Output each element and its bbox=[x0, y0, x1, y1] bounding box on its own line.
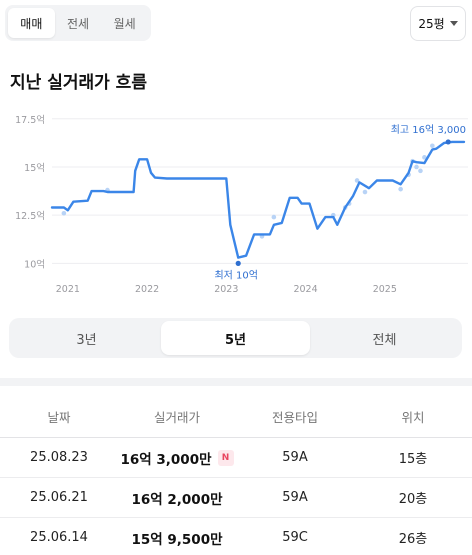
header-floor: 위치 bbox=[401, 410, 425, 425]
y-axis-ticks: 10억 12.5억 15억 17.5억 bbox=[15, 114, 45, 271]
new-badge: N bbox=[217, 449, 234, 466]
row-floor: 26층 bbox=[398, 532, 428, 547]
price-trend-chart: 10억 12.5억 15억 17.5억 2021 2022 2023 2024 2025 최저… bbox=[15, 114, 468, 295]
min-label: 최저 10억 bbox=[214, 269, 258, 281]
header-date: 날짜 bbox=[47, 410, 71, 425]
scatter-point bbox=[414, 164, 419, 170]
row-price-cell: 15억 9,500만 bbox=[118, 528, 236, 548]
row-price-cell: 16억 2,000만 bbox=[118, 488, 236, 508]
header-price: 실거래가 bbox=[153, 410, 200, 425]
row-type: 59C bbox=[282, 530, 308, 545]
row-date: 25.06.14 bbox=[30, 530, 88, 545]
row-date: 25.08.23 bbox=[30, 450, 88, 465]
row-price: 16억 2,000만 bbox=[131, 491, 223, 508]
deal-type-tabs: 매매 전세 월세 bbox=[5, 5, 151, 41]
scatter-point bbox=[430, 143, 435, 149]
x-tick-label: 2023 bbox=[214, 284, 238, 295]
row-type: 59A bbox=[282, 450, 308, 465]
max-marker bbox=[445, 139, 451, 145]
x-axis-ticks: 2021 2022 2023 2024 2025 bbox=[56, 284, 397, 295]
transactions-table: 날짜 실거래가 전용타입 위치 25.08.23 16억 3,000만 N 59… bbox=[0, 396, 472, 555]
scatter-point bbox=[362, 189, 368, 195]
scatter-point bbox=[422, 155, 427, 160]
x-tick-label: 2021 bbox=[56, 284, 80, 295]
max-label: 최고 16억 3,000 bbox=[391, 124, 466, 136]
chart-grid bbox=[52, 118, 468, 264]
x-tick-label: 2025 bbox=[373, 284, 397, 295]
y-tick-label: 17.5억 bbox=[15, 114, 45, 126]
table-row[interactable]: 25.08.23 16억 3,000만 N 59A 15층 bbox=[0, 438, 472, 478]
price-line bbox=[50, 140, 466, 259]
period-3y[interactable]: 3년 bbox=[76, 332, 97, 348]
min-marker bbox=[235, 260, 241, 266]
y-tick-label: 12.5억 bbox=[15, 210, 45, 222]
scatter-point bbox=[61, 210, 67, 216]
row-price-cell: 16억 3,000만 N bbox=[118, 448, 236, 468]
tab-monthly[interactable]: 월세 bbox=[113, 16, 136, 31]
row-price: 15억 9,500만 bbox=[131, 531, 223, 548]
row-floor: 20층 bbox=[398, 492, 428, 507]
scatter-point bbox=[398, 186, 403, 192]
row-floor: 15층 bbox=[398, 452, 428, 467]
scatter-point bbox=[271, 214, 277, 220]
period-5y[interactable]: 5년 bbox=[161, 321, 310, 355]
table-row[interactable]: 25.06.21 16억 2,000만 59A 20층 bbox=[0, 478, 472, 518]
section-title: 지난 실거래가 흐름 bbox=[10, 73, 147, 93]
scatter-point bbox=[354, 178, 360, 183]
row-price: 16억 3,000만 bbox=[120, 451, 212, 468]
y-tick-label: 15억 bbox=[24, 162, 45, 174]
table-row[interactable]: 25.06.14 15억 9,500만 59C 26층 bbox=[0, 518, 472, 555]
caret-down-icon bbox=[449, 21, 458, 26]
table-header: 날짜 실거래가 전용타입 위치 bbox=[0, 396, 472, 438]
tab-jeonse[interactable]: 전세 bbox=[66, 16, 90, 31]
scatter-point bbox=[418, 168, 423, 174]
section-divider bbox=[0, 378, 472, 386]
y-tick-label: 10억 bbox=[24, 258, 45, 270]
row-type: 59A bbox=[282, 490, 308, 505]
row-date: 25.06.21 bbox=[30, 490, 88, 505]
tab-sale[interactable]: 매매 bbox=[8, 8, 55, 38]
period-all[interactable]: 전체 bbox=[372, 332, 397, 348]
period-selector: 3년 5년 전체 bbox=[9, 318, 462, 358]
header-type: 전용타입 bbox=[271, 410, 318, 425]
size-select-value: 25평 bbox=[418, 17, 445, 31]
pyeong-size-select[interactable]: 25평 bbox=[410, 6, 466, 41]
chart-annotations: 최저 10억 최고 16억 3,000 bbox=[214, 124, 466, 281]
x-tick-label: 2024 bbox=[293, 284, 317, 295]
x-tick-label: 2022 bbox=[135, 284, 159, 295]
